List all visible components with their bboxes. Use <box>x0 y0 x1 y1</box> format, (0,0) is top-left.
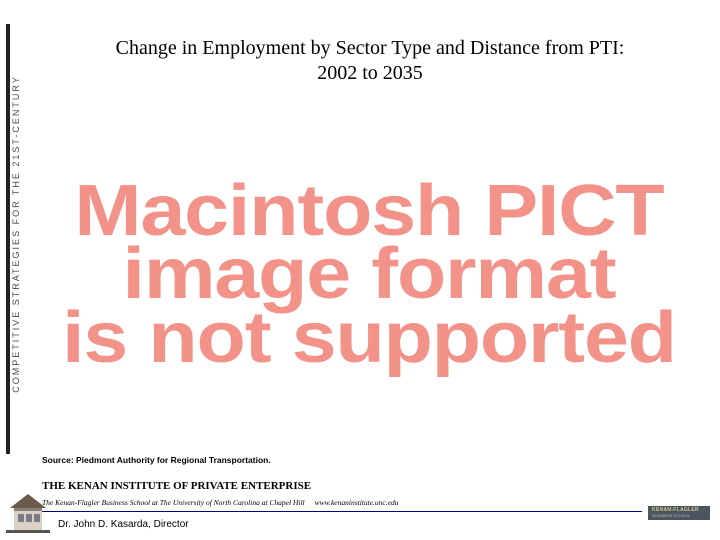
title-line-1: Change in Employment by Sector Type and … <box>116 37 625 59</box>
footer-url: www.kenaninstitute.unc.edu <box>315 498 399 507</box>
title-line-2: 2002 to 2035 <box>317 62 423 84</box>
error-line-3: is not supported <box>0 307 720 370</box>
logo-text-secondary: BUSINESS SCHOOL <box>652 513 690 518</box>
footer-divider <box>42 511 642 512</box>
source-attribution: Source: Piedmont Authority for Regional … <box>42 455 271 465</box>
author-line: Dr. John D. Kasarda, Director <box>58 519 189 530</box>
footer-block: THE KENAN INSTITUTE OF PRIVATE ENTERPRIS… <box>42 480 660 512</box>
pict-error-message: Macintosh PICT image format is not suppo… <box>34 180 704 370</box>
footer-subline-row: The Kenan-Flagler Business School at The… <box>42 492 660 510</box>
slide-title: Change in Employment by Sector Type and … <box>42 36 698 86</box>
footer-institute: THE KENAN INSTITUTE OF PRIVATE ENTERPRIS… <box>42 480 660 492</box>
kenan-flagler-logo: KENAN-FLAGLER BUSINESS SCHOOL <box>648 506 710 530</box>
footer-subline: The Kenan-Flagler Business School at The… <box>42 498 305 507</box>
